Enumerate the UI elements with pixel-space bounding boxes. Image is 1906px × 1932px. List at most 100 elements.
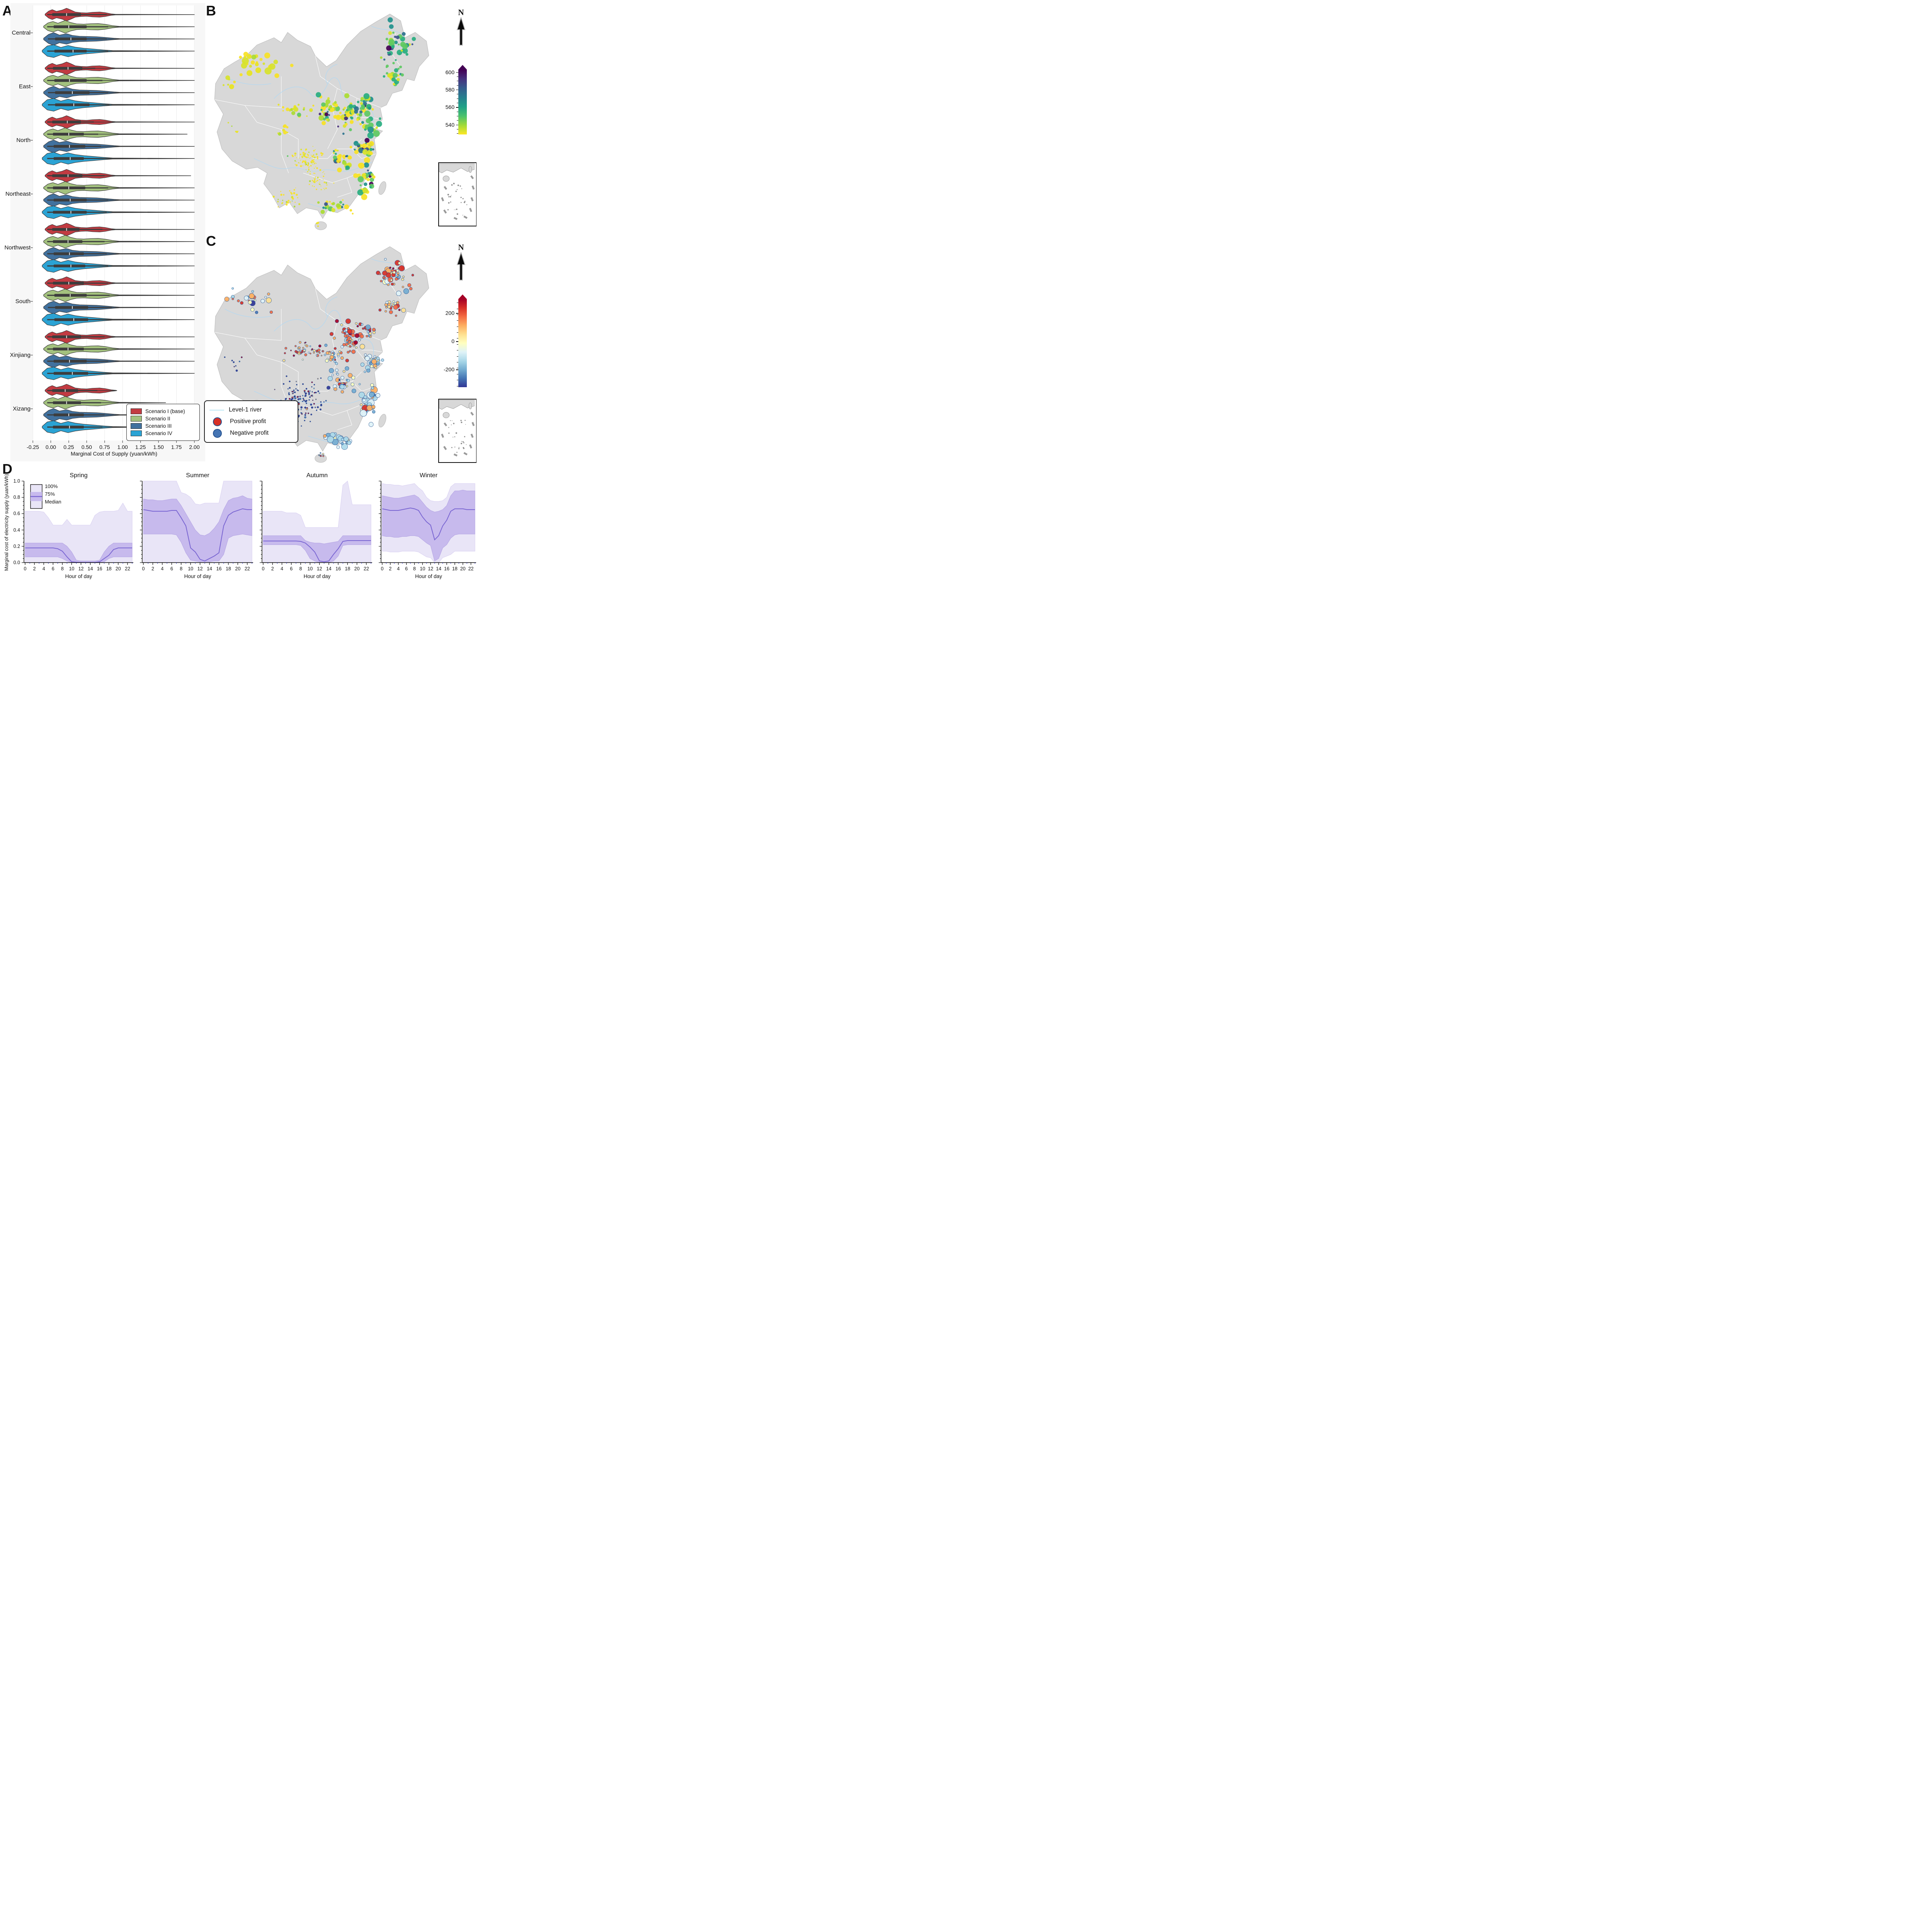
plant-dot-c: [290, 349, 292, 351]
plant-dot-b: [347, 155, 352, 160]
plant-dot-c: [323, 434, 327, 438]
plant-dot-c: [289, 398, 291, 400]
scenario-swatch-icon: [131, 416, 142, 422]
plant-dot-b: [324, 202, 328, 206]
plant-dot-b: [307, 154, 309, 156]
x-tick-label: 2.00: [189, 444, 200, 450]
y-tick-label: 0.6: [13, 511, 20, 517]
plant-dot-b: [376, 121, 382, 127]
plant-dot-c: [340, 356, 344, 360]
plant-dot-b: [319, 179, 320, 180]
plant-dot-c: [335, 362, 338, 365]
season-chart-summer: [140, 481, 253, 565]
plant-dot-c: [401, 308, 406, 313]
plant-dot-b: [396, 35, 400, 39]
plant-dot-b: [297, 197, 298, 199]
plant-dot-c: [311, 395, 313, 396]
nine-dash-segment: [469, 207, 472, 212]
plant-dot-b: [323, 171, 324, 172]
plant-dot-b: [362, 143, 367, 148]
plant-dot-b: [359, 184, 362, 187]
plant-dot-b: [322, 121, 326, 125]
colorbar-b: 600580560540yuan/kW*yr: [446, 65, 476, 134]
median-line: [382, 507, 475, 541]
profit-legend: Level-1 river Positive profit Negative p…: [204, 400, 298, 443]
plant-dot-b: [280, 191, 281, 192]
panel-b-label: B: [206, 3, 216, 19]
hour-tick-label: 2: [389, 566, 392, 571]
plant-dot-c: [335, 319, 339, 323]
hour-tick-label: 2: [271, 566, 274, 571]
plant-dot-b: [333, 155, 337, 160]
plant-dot-c: [368, 422, 374, 427]
plant-dot-c: [359, 344, 365, 349]
hour-tick-label: 12: [317, 566, 322, 571]
plant-dot-b: [369, 151, 373, 155]
plant-dot-b: [362, 188, 368, 194]
plant-dot-c: [305, 395, 307, 397]
plant-dot-b: [375, 126, 378, 129]
iqr-box: [53, 157, 84, 160]
islet-dot: [447, 194, 449, 196]
plant-dot-b: [305, 160, 306, 161]
plant-dot-c: [366, 405, 373, 411]
plant-dot-b: [250, 60, 255, 65]
plant-dot-c: [241, 356, 243, 358]
plant-dot-b: [322, 206, 325, 209]
plant-dot-c: [369, 332, 372, 335]
plant-dot-b: [362, 100, 366, 103]
plant-dot-c: [304, 391, 305, 393]
plant-dot-b: [236, 131, 238, 133]
plant-dot-c: [329, 368, 334, 373]
plant-dot-b: [241, 63, 247, 69]
plant-dot-c: [360, 362, 365, 367]
islet-dot: [456, 213, 458, 215]
plant-dot-c: [307, 390, 310, 393]
plant-dot-b: [329, 201, 331, 203]
plant-dot-c: [329, 332, 334, 336]
x-tick-label: 0.25: [63, 444, 74, 450]
plant-dot-c: [302, 359, 304, 361]
plant-dot-b: [322, 172, 323, 173]
plant-dot-b: [354, 106, 359, 111]
plant-dot-b: [323, 175, 325, 177]
colorbar-minor-tick: [457, 133, 458, 134]
plant-dot-b: [366, 173, 369, 178]
plant-dot-b: [309, 180, 311, 182]
positive-legend-label: Positive profit: [230, 418, 266, 425]
plant-dot-b: [283, 194, 285, 196]
plant-dot-c: [341, 443, 348, 450]
nine-dash-segment: [471, 422, 475, 426]
plant-dot-b: [383, 58, 386, 61]
plant-dot-b: [273, 60, 278, 65]
plant-dot-c: [325, 400, 327, 402]
plant-dot-b: [358, 162, 364, 169]
nine-dash-segment: [443, 209, 447, 214]
iqr-box: [52, 228, 80, 231]
plant-dot-c: [311, 406, 313, 409]
islet-dot: [466, 444, 467, 445]
plant-dot-c: [307, 412, 309, 414]
plant-dot-b: [392, 62, 395, 65]
plant-dot-b: [361, 173, 365, 177]
plant-dot-b: [309, 173, 311, 175]
river-line: [325, 64, 337, 85]
plant-dot-c: [318, 393, 320, 394]
colorbar-minor-tick: [457, 332, 458, 333]
plant-dot-b: [286, 126, 289, 129]
plant-dot-c: [371, 405, 376, 409]
plant-dot-c: [393, 304, 398, 310]
plant-dot-b: [282, 202, 284, 203]
plant-dot-c: [238, 361, 240, 362]
plant-dot-b: [317, 156, 318, 158]
colorbar-minor-tick: [457, 120, 458, 121]
plant-dot-c: [235, 365, 237, 367]
plant-dot-b: [344, 114, 346, 116]
plant-dot-c: [384, 258, 387, 261]
plant-dot-c: [313, 388, 315, 389]
plant-dot-b: [311, 159, 314, 162]
islet-dot: [462, 441, 464, 443]
plant-dot-b: [411, 43, 414, 46]
north-letter: N: [458, 243, 464, 252]
plant-dot-b: [354, 150, 359, 154]
